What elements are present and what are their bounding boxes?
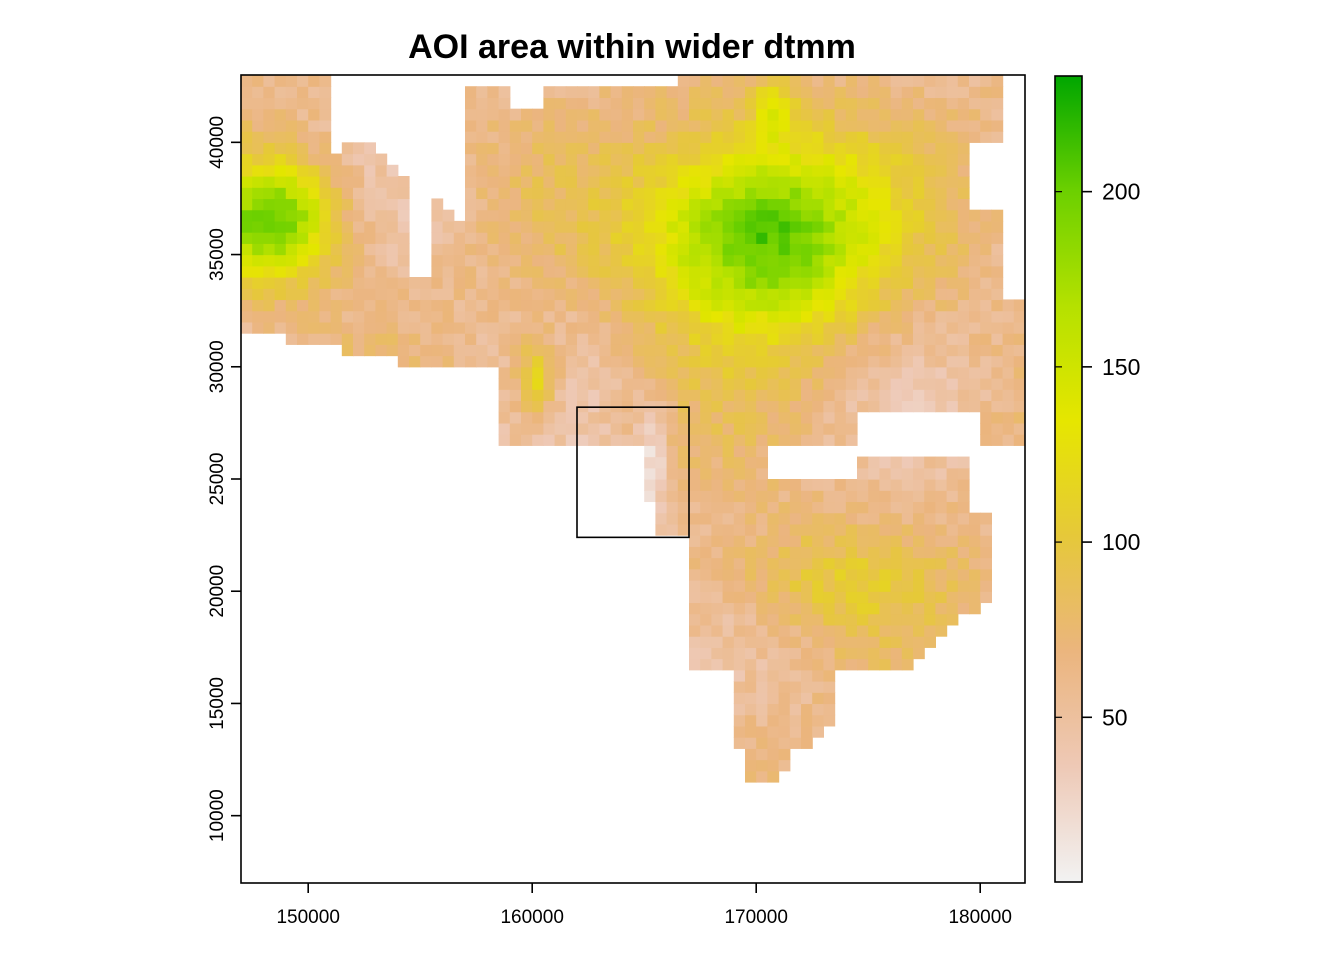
y-tick-label: 30000: [207, 340, 228, 393]
elevation-raster: [241, 75, 1025, 783]
y-tick-label: 40000: [207, 116, 228, 169]
x-tick-label: 170000: [724, 907, 787, 928]
legend-tick-label: 200: [1102, 179, 1140, 205]
chart-title: AOI area within wider dtmm: [408, 28, 856, 66]
y-tick-label: 25000: [207, 453, 228, 506]
legend-tick-label: 100: [1102, 529, 1140, 555]
x-tick-label: 160000: [500, 907, 563, 928]
legend-tick-label: 150: [1102, 354, 1140, 380]
y-tick-label: 35000: [207, 228, 228, 281]
x-axis: 150000 160000 170000 180000: [276, 883, 1012, 928]
y-tick-label: 15000: [207, 677, 228, 730]
color-legend: 50 100 150 200: [1054, 75, 1140, 883]
x-tick-label: 150000: [276, 907, 339, 928]
aoi-box: [576, 406, 690, 539]
y-tick-label: 20000: [207, 565, 228, 618]
legend-tick-label: 50: [1102, 704, 1128, 730]
x-tick-label: 180000: [948, 907, 1011, 928]
y-axis: 10000 15000 20000 25000 30000 35000 40000: [207, 116, 241, 842]
legend-colorbar: [1054, 75, 1083, 883]
y-tick-label: 10000: [207, 789, 228, 842]
